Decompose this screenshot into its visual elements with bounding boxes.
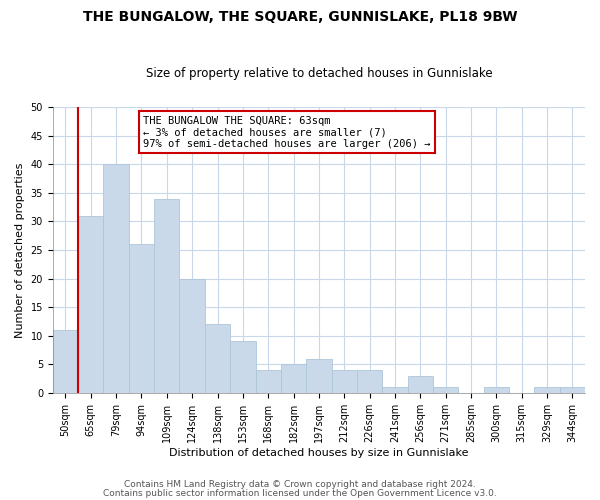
Bar (433, 387, 458, 393)
Bar (256, 370, 281, 393)
Bar (407, 376, 433, 393)
Title: Size of property relative to detached houses in Gunnislake: Size of property relative to detached ho… (146, 66, 492, 80)
Bar (281, 364, 306, 393)
Y-axis label: Number of detached properties: Number of detached properties (15, 162, 25, 338)
Text: Contains HM Land Registry data © Crown copyright and database right 2024.: Contains HM Land Registry data © Crown c… (124, 480, 476, 489)
Bar (129, 244, 154, 393)
Bar (382, 387, 407, 393)
Text: THE BUNGALOW THE SQUARE: 63sqm
← 3% of detached houses are smaller (7)
97% of se: THE BUNGALOW THE SQUARE: 63sqm ← 3% of d… (143, 116, 431, 149)
Bar (357, 370, 382, 393)
Bar (230, 342, 256, 393)
Bar (205, 324, 230, 393)
Bar (154, 198, 179, 393)
Bar (179, 278, 205, 393)
Bar (53, 330, 78, 393)
Bar (560, 387, 585, 393)
X-axis label: Distribution of detached houses by size in Gunnislake: Distribution of detached houses by size … (169, 448, 469, 458)
Bar (535, 387, 560, 393)
Bar (306, 358, 332, 393)
Bar (484, 387, 509, 393)
Bar (332, 370, 357, 393)
Bar (78, 216, 103, 393)
Bar (103, 164, 129, 393)
Text: THE BUNGALOW, THE SQUARE, GUNNISLAKE, PL18 9BW: THE BUNGALOW, THE SQUARE, GUNNISLAKE, PL… (83, 10, 517, 24)
Text: Contains public sector information licensed under the Open Government Licence v3: Contains public sector information licen… (103, 488, 497, 498)
